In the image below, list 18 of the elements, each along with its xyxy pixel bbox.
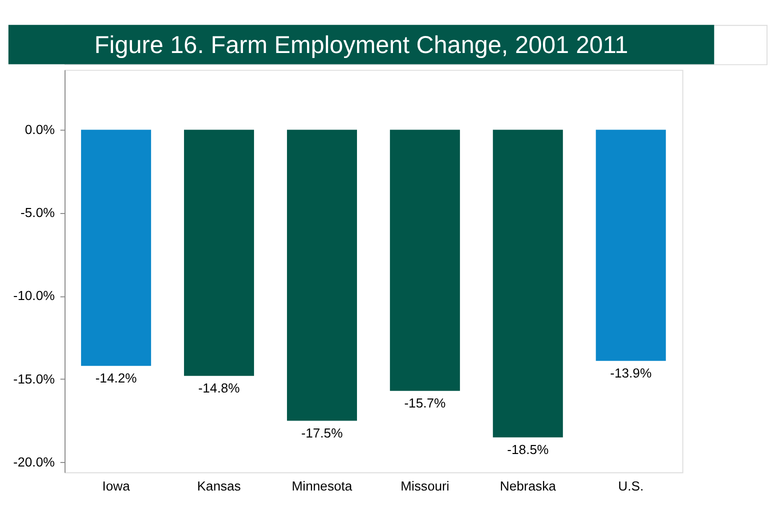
data-label: -18.5%: [507, 442, 549, 458]
data-label: -14.2%: [95, 370, 138, 386]
y-tick-label: -20.0%: [13, 454, 56, 470]
x-tick-label: Iowa: [102, 478, 131, 494]
data-label: -14.8%: [198, 380, 240, 396]
y-tick-label: 0.0%: [24, 122, 56, 137]
y-tick-label: -5.0%: [20, 205, 56, 220]
y-tick-label: -10.0%: [13, 288, 56, 304]
data-label: -15.7%: [404, 396, 446, 411]
x-tick-label: U.S.: [618, 478, 644, 494]
data-label: -17.5%: [301, 426, 344, 441]
y-tick-label: -15.0%: [13, 371, 56, 386]
x-tick-label: Missouri: [400, 478, 450, 494]
chart-title: Figure 16. Farm Employment Change, 2001 2011: [94, 32, 628, 59]
data-label: -13.9%: [610, 366, 652, 381]
x-tick-label: Nebraska: [500, 478, 557, 494]
x-tick-label: Kansas: [197, 478, 242, 494]
x-tick-label: Minnesota: [292, 478, 353, 494]
